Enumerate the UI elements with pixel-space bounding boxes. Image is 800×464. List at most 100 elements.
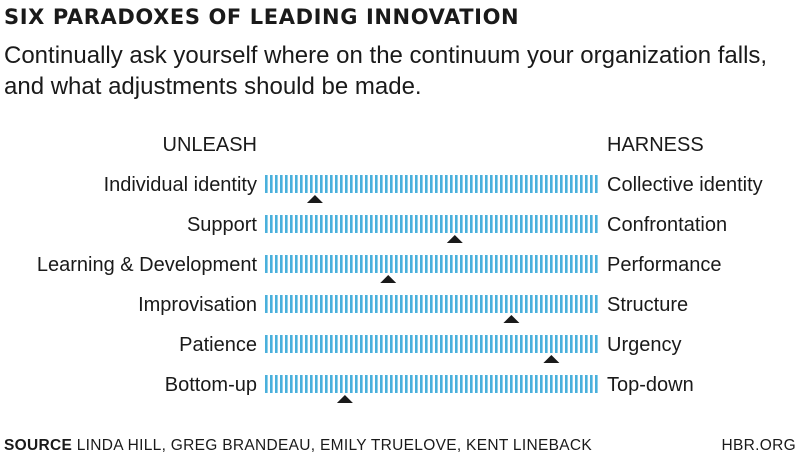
continuum-tick bbox=[335, 255, 338, 273]
row-right-label: Collective identity bbox=[607, 174, 763, 196]
continuum-tick bbox=[400, 335, 403, 353]
continuum-tick bbox=[355, 175, 358, 193]
continuum-tick bbox=[285, 335, 288, 353]
continuum-tick bbox=[570, 255, 573, 273]
continuum-tick bbox=[350, 175, 353, 193]
continuum-tick bbox=[325, 175, 328, 193]
continuum-tick bbox=[505, 295, 508, 313]
continuum-tick bbox=[285, 175, 288, 193]
continuum-tick bbox=[380, 295, 383, 313]
continuum-tick bbox=[470, 175, 473, 193]
continuum-tick bbox=[270, 215, 273, 233]
continuum-tick bbox=[360, 255, 363, 273]
brand-label: HBR.ORG bbox=[721, 437, 796, 454]
continuum-tick bbox=[535, 175, 538, 193]
continuum-tick bbox=[505, 175, 508, 193]
continuum-tick bbox=[475, 375, 478, 393]
continuum-tick bbox=[590, 335, 593, 353]
continuum-tick bbox=[560, 335, 563, 353]
row-right-label: Performance bbox=[607, 254, 722, 276]
continuum-tick bbox=[315, 335, 318, 353]
continuum-tick bbox=[320, 255, 323, 273]
source-label: SOURCE bbox=[4, 437, 73, 454]
continuum-tick bbox=[420, 175, 423, 193]
continuum-tick bbox=[275, 335, 278, 353]
continuum-tick bbox=[295, 255, 298, 273]
continuum-tick bbox=[415, 255, 418, 273]
continuum-tick bbox=[510, 255, 513, 273]
continuum-tick bbox=[380, 335, 383, 353]
continuum-tick bbox=[380, 375, 383, 393]
continuum-tick bbox=[520, 375, 523, 393]
continuum-tick bbox=[480, 375, 483, 393]
position-marker bbox=[380, 275, 397, 283]
continuum-tick bbox=[340, 335, 343, 353]
continuum-tick bbox=[350, 255, 353, 273]
continuum-tick bbox=[575, 295, 578, 313]
continuum-tick bbox=[590, 295, 593, 313]
continuum-tick bbox=[465, 255, 468, 273]
continuum-tick bbox=[530, 175, 533, 193]
continuum-tick bbox=[545, 295, 548, 313]
continuum-tick bbox=[515, 335, 518, 353]
continuum-tick bbox=[465, 335, 468, 353]
continuum-tick bbox=[425, 375, 428, 393]
continuum-tick bbox=[350, 215, 353, 233]
continuum-tick bbox=[270, 175, 273, 193]
continuum-tick bbox=[555, 255, 558, 273]
continuum-tick bbox=[570, 375, 573, 393]
continuum-tick bbox=[320, 215, 323, 233]
continuum-tick bbox=[315, 215, 318, 233]
continuum-tick bbox=[505, 215, 508, 233]
continuum-tick bbox=[385, 295, 388, 313]
continuum-tick bbox=[325, 215, 328, 233]
continuum-tick bbox=[305, 215, 308, 233]
continuum-tick bbox=[505, 255, 508, 273]
continuum-tick bbox=[510, 375, 513, 393]
continuum-tick bbox=[510, 215, 513, 233]
continuum-tick bbox=[395, 255, 398, 273]
continuum-tick bbox=[580, 335, 583, 353]
continuum-tick bbox=[465, 175, 468, 193]
continuum-tick bbox=[330, 295, 333, 313]
continuum-tick bbox=[500, 335, 503, 353]
continuum-tick bbox=[395, 375, 398, 393]
continuum-tick bbox=[345, 215, 348, 233]
continuum-tick bbox=[590, 375, 593, 393]
continuum-tick bbox=[490, 335, 493, 353]
continuum-tick bbox=[305, 255, 308, 273]
continuum-tick bbox=[530, 215, 533, 233]
continuum-tick bbox=[555, 295, 558, 313]
continuum-tick bbox=[550, 255, 553, 273]
continuum-tick bbox=[515, 295, 518, 313]
continuum-tick bbox=[315, 375, 318, 393]
continuum-tick bbox=[460, 255, 463, 273]
continuum-tick bbox=[535, 295, 538, 313]
continuum-tick bbox=[560, 375, 563, 393]
continuum-tick bbox=[360, 215, 363, 233]
right-header: HARNESS bbox=[607, 134, 704, 156]
continuum-tick bbox=[400, 295, 403, 313]
continuum-tick bbox=[540, 215, 543, 233]
continuum-tick bbox=[350, 375, 353, 393]
continuum-tick bbox=[570, 335, 573, 353]
position-marker bbox=[336, 395, 353, 403]
continuum-tick bbox=[580, 255, 583, 273]
continuum-tick bbox=[320, 175, 323, 193]
continuum-tick bbox=[565, 295, 568, 313]
continuum-tick bbox=[430, 215, 433, 233]
continuum-tick bbox=[415, 295, 418, 313]
continuum-tick bbox=[285, 255, 288, 273]
continuum-tick bbox=[480, 335, 483, 353]
continuum-tick bbox=[530, 375, 533, 393]
continuum-tick bbox=[535, 335, 538, 353]
continuum-tick bbox=[520, 215, 523, 233]
continuum-tick bbox=[275, 215, 278, 233]
continuum-tick bbox=[525, 295, 528, 313]
continuum-tick bbox=[290, 375, 293, 393]
continuum-tick bbox=[335, 335, 338, 353]
continuum-tick bbox=[400, 375, 403, 393]
continuum-tick bbox=[280, 175, 283, 193]
chart-title: SIX PARADOXES OF LEADING INNOVATION bbox=[4, 5, 520, 29]
continuum-tick bbox=[450, 375, 453, 393]
